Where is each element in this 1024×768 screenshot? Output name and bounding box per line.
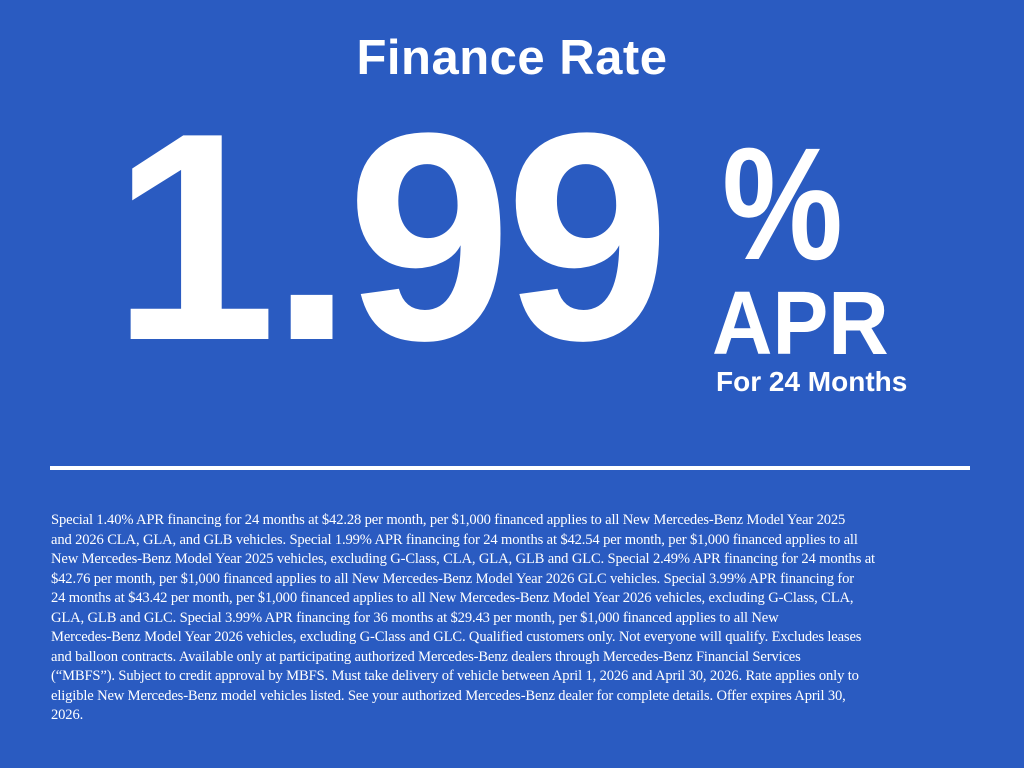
disclaimer-line: 24 months at $43.42 per month, per $1,00… <box>51 590 854 606</box>
disclaimer-line: and balloon contracts. Available only at… <box>51 648 801 665</box>
disclaimer-line: New Mercedes-Benz Model Year 2025 vehicl… <box>51 551 875 567</box>
term-label: For 24 Months <box>716 366 908 397</box>
disclaimer-line: eligible New Mercedes-Benz model vehicle… <box>51 687 846 704</box>
disclaimer: Special 1.40% APR financing for 24 month… <box>51 511 991 726</box>
disclaimer-line: GLA, GLB and GLC. Special 3.99% APR fina… <box>51 609 779 626</box>
apr-label: APR <box>712 274 889 374</box>
disclaimer-line: and 2026 CLA, GLA, and GLB vehicles. Spe… <box>51 531 858 548</box>
percent-sign: % <box>722 114 843 293</box>
disclaimer-line: $42.76 per month, per $1,000 financed ap… <box>51 570 854 587</box>
disclaimer-line: Special 1.40% APR financing for 24 month… <box>51 512 846 528</box>
rate-value: 1.99 <box>112 71 670 402</box>
page-title: Finance Rate <box>356 31 668 85</box>
disclaimer-line: (“MBFS”). Subject to credit approval by … <box>51 668 859 684</box>
divider <box>50 466 970 470</box>
disclaimer-line: 2026. <box>51 707 84 723</box>
disclaimer-line: Mercedes-Benz Model Year 2026 vehicles, … <box>51 629 862 645</box>
